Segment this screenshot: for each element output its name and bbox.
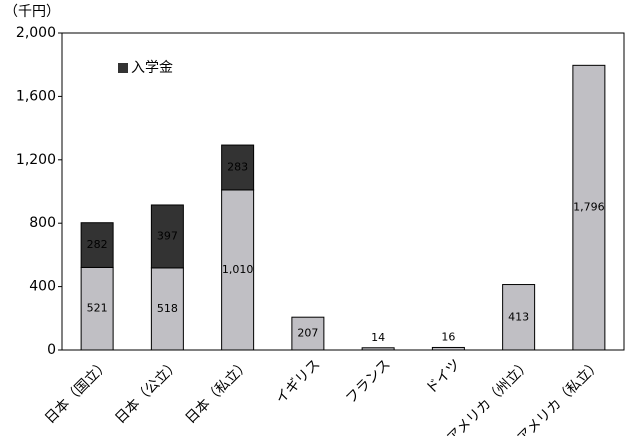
bar-segment xyxy=(221,144,255,191)
x-tick-label: 日本（公立） xyxy=(112,356,183,427)
bar-segment xyxy=(502,284,536,351)
x-tick-label: ドイツ xyxy=(423,356,464,397)
y-tick-label: 2,000 xyxy=(16,25,56,41)
bar-segment xyxy=(291,316,325,351)
x-tick-label: フランス xyxy=(343,356,394,407)
data-label: 282 xyxy=(87,238,108,251)
bar-segment xyxy=(80,222,114,268)
data-label: 518 xyxy=(157,302,178,315)
y-tick-label: 400 xyxy=(29,279,56,295)
bar-segment xyxy=(80,266,114,351)
data-label: 413 xyxy=(508,310,529,323)
legend-swatch xyxy=(118,63,128,73)
bar-segment xyxy=(431,346,465,351)
data-label: 207 xyxy=(297,327,318,340)
bar-segment xyxy=(572,64,606,351)
bar-segment xyxy=(150,267,184,351)
data-label: 283 xyxy=(227,160,248,173)
data-label: 16 xyxy=(441,330,455,343)
y-unit-label: （千円） xyxy=(4,4,60,20)
data-label: 397 xyxy=(157,229,178,242)
plot-frame xyxy=(61,32,625,351)
x-tick-label: 日本（私立） xyxy=(183,356,254,427)
data-label: 14 xyxy=(371,331,385,344)
x-tick-label: イギリス xyxy=(273,356,324,407)
bar-segment xyxy=(361,347,395,351)
bar-segment xyxy=(150,204,184,269)
legend-label: 入学金 xyxy=(131,60,173,76)
y-tick-label: 0 xyxy=(47,342,56,358)
data-label: 1,010 xyxy=(222,263,254,276)
data-label: 1,796 xyxy=(573,201,605,214)
y-tick-label: 1,200 xyxy=(16,152,56,168)
data-label: 521 xyxy=(87,302,108,315)
bar-segment xyxy=(221,189,255,351)
y-tick-label: 1,600 xyxy=(16,88,56,104)
y-tick-label: 800 xyxy=(29,215,56,231)
x-tick-label: 日本（国立） xyxy=(42,356,113,427)
